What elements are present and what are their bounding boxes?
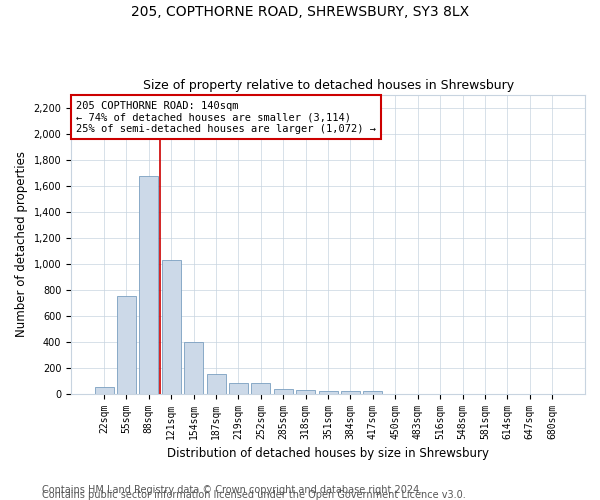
Bar — [139, 176, 158, 394]
Bar — [364, 391, 382, 394]
Bar — [184, 342, 203, 394]
Bar — [319, 391, 338, 394]
Bar — [274, 389, 293, 394]
Bar — [117, 296, 136, 394]
Bar — [95, 387, 113, 394]
Bar — [162, 260, 181, 394]
Text: Contains public sector information licensed under the Open Government Licence v3: Contains public sector information licen… — [42, 490, 466, 500]
Y-axis label: Number of detached properties: Number of detached properties — [15, 151, 28, 337]
Bar — [229, 384, 248, 394]
Text: 205 COPTHORNE ROAD: 140sqm
← 74% of detached houses are smaller (3,114)
25% of s: 205 COPTHORNE ROAD: 140sqm ← 74% of deta… — [76, 100, 376, 134]
Bar — [206, 374, 226, 394]
Text: Contains HM Land Registry data © Crown copyright and database right 2024.: Contains HM Land Registry data © Crown c… — [42, 485, 422, 495]
Bar — [341, 391, 360, 394]
Bar — [251, 384, 271, 394]
Title: Size of property relative to detached houses in Shrewsbury: Size of property relative to detached ho… — [143, 79, 514, 92]
Text: 205, COPTHORNE ROAD, SHREWSBURY, SY3 8LX: 205, COPTHORNE ROAD, SHREWSBURY, SY3 8LX — [131, 5, 469, 19]
X-axis label: Distribution of detached houses by size in Shrewsbury: Distribution of detached houses by size … — [167, 447, 489, 460]
Bar — [296, 390, 315, 394]
